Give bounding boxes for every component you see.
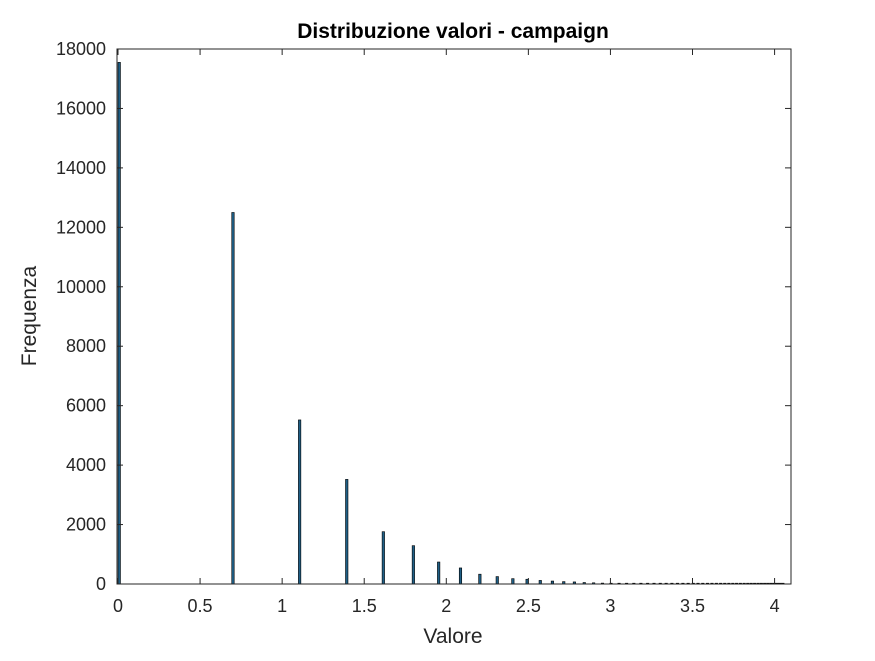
y-tick-label: 12000 (56, 217, 106, 237)
histogram-bar (117, 62, 121, 585)
histogram-bar (345, 479, 349, 585)
histogram-bar (495, 576, 499, 585)
y-tick-label: 4000 (66, 455, 106, 475)
histogram-bar (538, 580, 542, 585)
histogram-bar (381, 531, 385, 585)
x-tick-label: 2.5 (516, 596, 541, 616)
bars-group (117, 62, 785, 585)
y-tick-label: 0 (96, 574, 106, 594)
histogram-bar (437, 561, 441, 585)
y-tick-label: 14000 (56, 158, 106, 178)
histogram-bar (511, 578, 515, 585)
y-axis-label: Frequenza (18, 265, 41, 366)
histogram-bar (231, 212, 235, 585)
x-tick-label: 3 (605, 596, 615, 616)
histogram-bar (298, 419, 302, 585)
x-tick-label: 3.5 (680, 596, 705, 616)
y-tick-label: 8000 (66, 336, 106, 356)
x-tick-label: 1 (277, 596, 287, 616)
y-tick-label: 6000 (66, 396, 106, 416)
y-tick-label: 10000 (56, 277, 106, 297)
histogram-bar (458, 567, 463, 585)
histogram-bar (411, 545, 415, 585)
y-tick-label: 18000 (56, 39, 106, 59)
x-tick-label: 0.5 (188, 596, 213, 616)
y-tick-label: 16000 (56, 98, 106, 118)
x-tick-label: 2 (441, 596, 451, 616)
x-tick-label: 0 (113, 596, 123, 616)
x-axis-label: Valore (423, 625, 482, 648)
histogram-bar (478, 573, 482, 585)
x-axis-ticks: 0 0.5 1 1.5 2 2.5 3 3.5 4 (113, 49, 780, 616)
x-tick-label: 1.5 (352, 596, 377, 616)
chart-title: Distribuzione valori - campaign (297, 20, 609, 43)
x-tick-label: 4 (770, 596, 780, 616)
y-axis-ticks: 0 2000 4000 6000 8000 10000 12000 14000 16000 180… (56, 39, 791, 594)
y-tick-label: 2000 (66, 515, 106, 535)
plot-area-frame (116, 48, 792, 585)
